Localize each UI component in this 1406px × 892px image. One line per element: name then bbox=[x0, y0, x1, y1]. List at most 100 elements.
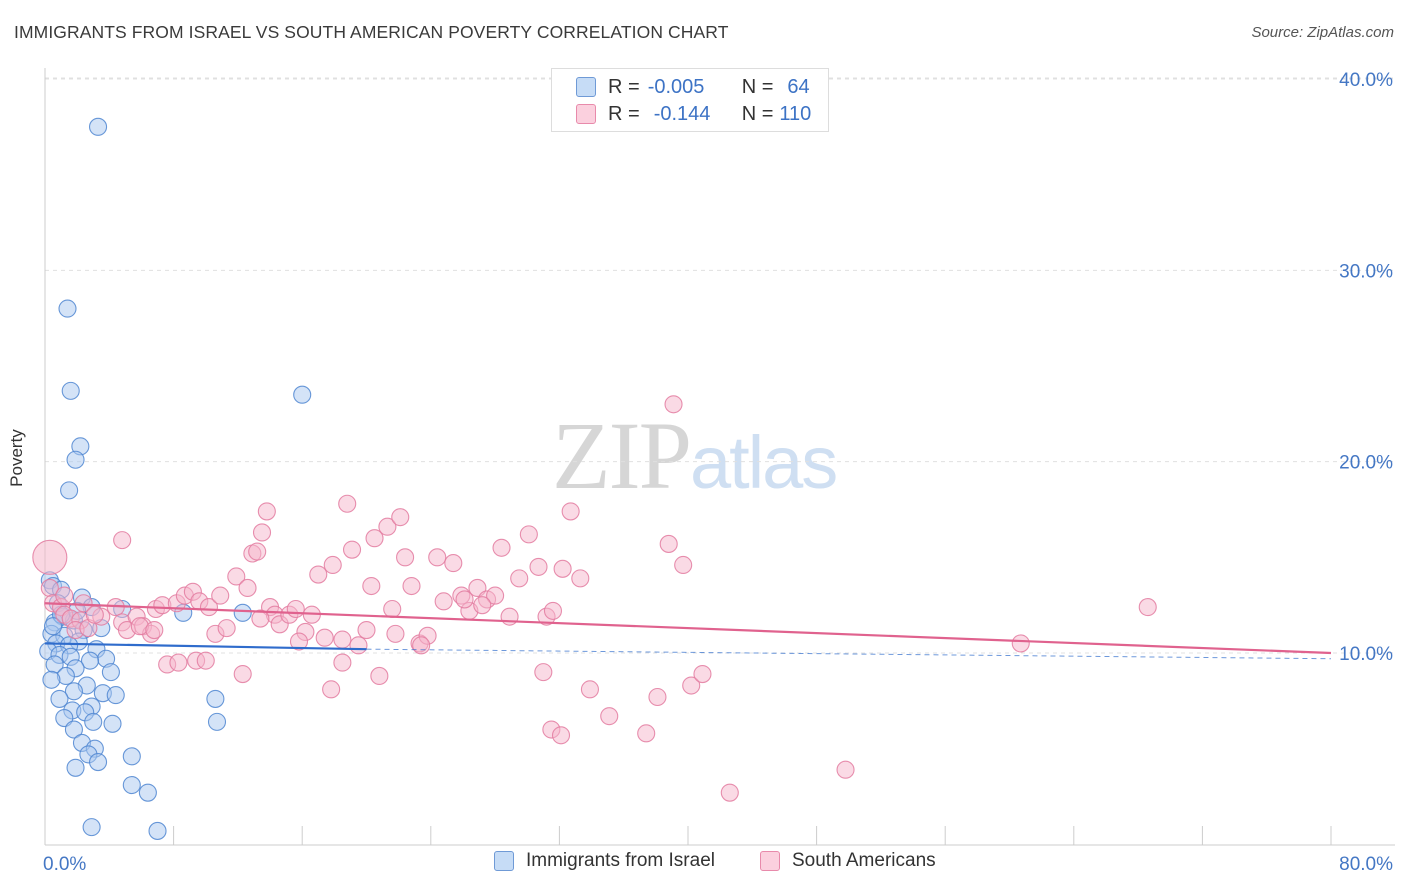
legend-r-value: -0.144 bbox=[653, 102, 711, 125]
y-tick-label: 30.0% bbox=[1339, 261, 1393, 282]
israel-point bbox=[80, 651, 100, 670]
south-american-point bbox=[365, 529, 384, 548]
south-american-point bbox=[322, 680, 341, 699]
south-american-point bbox=[257, 502, 276, 521]
bottom-legend-south: South Americans bbox=[760, 850, 936, 872]
south-american-point bbox=[659, 534, 678, 553]
legend-r-value: -0.005 bbox=[647, 75, 705, 98]
legend-swatch-south bbox=[576, 104, 596, 124]
legend-n-label: N = bbox=[741, 75, 774, 98]
south-american-trend-line bbox=[44, 602, 1332, 655]
south-american-point bbox=[338, 494, 357, 513]
south-american-point bbox=[1011, 634, 1030, 653]
south-american-point bbox=[323, 555, 342, 575]
legend-r-label: R = bbox=[608, 75, 640, 98]
south-american-point bbox=[455, 590, 474, 609]
israel-point bbox=[103, 714, 122, 733]
bottom-legend-swatch-south bbox=[760, 851, 780, 871]
south-american-point bbox=[383, 599, 402, 619]
israel-point bbox=[58, 299, 77, 318]
south-american-point bbox=[391, 508, 410, 527]
israel-point bbox=[64, 682, 83, 701]
israel-point bbox=[82, 818, 101, 837]
israel-point bbox=[50, 689, 69, 708]
south-american-point bbox=[362, 576, 381, 596]
israel-point bbox=[61, 381, 80, 400]
axes bbox=[44, 68, 1395, 846]
south-american-point bbox=[217, 619, 236, 638]
south-american-point bbox=[434, 592, 453, 611]
south-american-point bbox=[55, 586, 74, 605]
south-american-point bbox=[836, 760, 855, 779]
israel-point bbox=[66, 450, 85, 469]
tick-labels: 10.0% 20.0% 30.0% 40.0% 0.0% 80.0% bbox=[43, 70, 1393, 875]
south-american-point bbox=[492, 538, 511, 557]
south-american-point bbox=[519, 525, 538, 544]
trend-lines bbox=[44, 602, 1332, 660]
south-american-point bbox=[561, 502, 580, 521]
south-american-point bbox=[486, 586, 505, 605]
y-tick-label: 20.0% bbox=[1339, 453, 1393, 474]
israel-trend-extension bbox=[366, 648, 1332, 660]
legend-n-label: N = bbox=[741, 102, 774, 125]
south-american-point bbox=[580, 680, 599, 699]
south-american-point bbox=[32, 539, 68, 575]
bottom-legend-label-israel: Immigrants from Israel bbox=[526, 850, 715, 871]
south-american-point bbox=[333, 653, 352, 672]
south-american-point bbox=[534, 663, 553, 682]
south-american-point bbox=[315, 628, 334, 647]
south-american-point bbox=[227, 567, 246, 586]
israel-point bbox=[106, 686, 125, 705]
south-american-point bbox=[529, 557, 548, 576]
south-american-point bbox=[145, 620, 164, 640]
gridlines bbox=[45, 77, 1395, 654]
source-label: Source: ZipAtlas.com bbox=[1251, 24, 1394, 41]
watermark-atlas: atlas bbox=[690, 421, 838, 504]
y-tick-label: 40.0% bbox=[1339, 70, 1393, 91]
south-american-point bbox=[412, 636, 431, 655]
south-american-point bbox=[571, 569, 590, 588]
south-american-point bbox=[233, 664, 252, 684]
south-american-point bbox=[286, 599, 305, 619]
legend-row-south: R = -0.144 N = 110 bbox=[576, 101, 811, 127]
israel-point bbox=[233, 603, 252, 622]
israel-point bbox=[60, 481, 79, 500]
south-american-point bbox=[196, 651, 215, 670]
watermark-zip: ZIP bbox=[552, 402, 692, 509]
south-american-point bbox=[553, 559, 572, 578]
x-tick-label: 0.0% bbox=[43, 854, 86, 875]
south-american-point bbox=[428, 548, 447, 567]
israel-point bbox=[42, 670, 61, 689]
south-american-point bbox=[378, 517, 397, 536]
israel-point bbox=[148, 821, 167, 840]
x-tick-label: 80.0% bbox=[1339, 854, 1393, 875]
south-american-point bbox=[444, 554, 463, 573]
south-american-point bbox=[199, 598, 219, 617]
south-american-point bbox=[543, 601, 563, 620]
south-american-point bbox=[238, 578, 257, 597]
south-american-point bbox=[664, 395, 683, 414]
south-american-point bbox=[637, 724, 656, 743]
south-points bbox=[32, 395, 1157, 802]
south-american-point bbox=[333, 630, 352, 649]
south-american-point bbox=[252, 523, 272, 542]
bottom-legend-label-south: South Americans bbox=[792, 850, 936, 871]
south-american-point bbox=[349, 636, 368, 655]
israel-point bbox=[84, 712, 103, 731]
south-american-point bbox=[211, 586, 230, 605]
israel-point bbox=[101, 663, 120, 682]
israel-point bbox=[138, 783, 157, 802]
israel-points bbox=[39, 117, 312, 840]
israel-point bbox=[206, 689, 225, 708]
south-american-point bbox=[473, 596, 492, 615]
watermark: ZIPatlas bbox=[552, 400, 838, 511]
israel-point bbox=[43, 617, 63, 636]
legend-swatch-israel bbox=[576, 77, 596, 97]
south-american-point bbox=[370, 666, 389, 686]
south-american-point bbox=[251, 609, 270, 628]
south-american-point bbox=[396, 548, 415, 567]
israel-point bbox=[293, 385, 312, 404]
israel-point bbox=[122, 747, 141, 766]
south-american-point bbox=[500, 607, 519, 626]
bottom-legend-israel: Immigrants from Israel bbox=[494, 850, 715, 872]
